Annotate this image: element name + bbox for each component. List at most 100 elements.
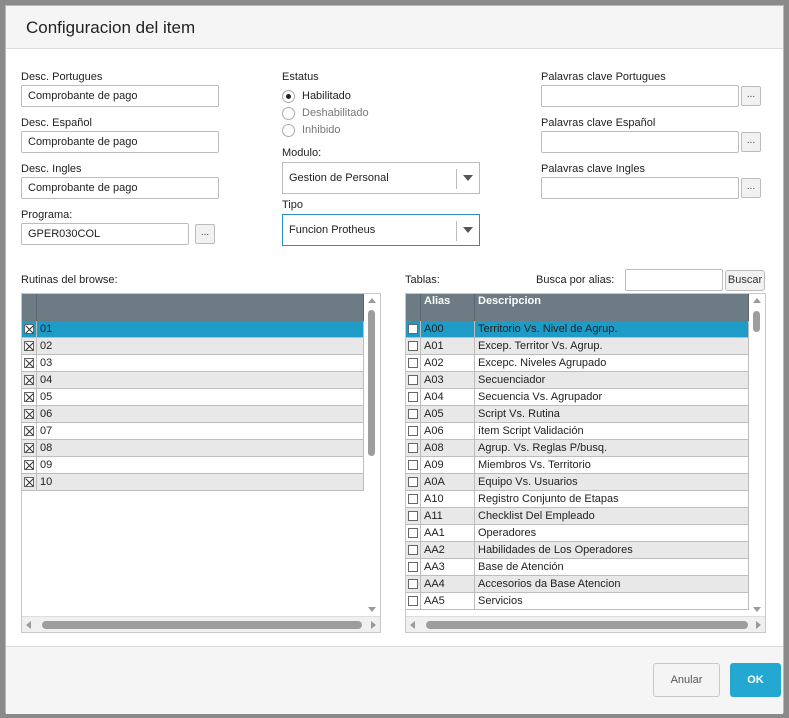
checkbox-cell[interactable] (406, 355, 421, 371)
table-row[interactable]: 02 (22, 338, 364, 355)
tablas-vertical-scrollbar[interactable] (749, 294, 765, 616)
checkbox-cell[interactable] (406, 389, 421, 405)
scroll-left-icon[interactable] (410, 621, 415, 629)
checkbox-cell[interactable] (406, 491, 421, 507)
row-checkbox[interactable] (408, 409, 418, 419)
table-row[interactable]: A08 Agrup. Vs. Reglas P/busq. (406, 440, 749, 457)
row-checkbox[interactable] (408, 443, 418, 453)
row-checkbox[interactable] (24, 341, 34, 351)
scroll-down-icon[interactable] (368, 607, 376, 612)
checkbox-cell[interactable] (406, 593, 421, 609)
checkbox-cell[interactable] (406, 525, 421, 541)
search-button[interactable]: Buscar (725, 270, 765, 291)
row-checkbox[interactable] (408, 358, 418, 368)
radio-inhibido[interactable]: Inhibido (282, 122, 341, 138)
table-row[interactable]: 03 (22, 355, 364, 372)
programa-field[interactable]: GPER030COL (21, 223, 189, 245)
desc-en-field[interactable]: Comprobante de pago (21, 177, 219, 199)
checkbox-cell[interactable] (406, 474, 421, 490)
checkbox-cell[interactable] (406, 372, 421, 388)
scrollbar-thumb[interactable] (368, 310, 375, 456)
row-checkbox[interactable] (408, 324, 418, 334)
checkbox-cell[interactable] (22, 338, 37, 354)
row-checkbox[interactable] (408, 511, 418, 521)
table-row[interactable]: A0A Equipo Vs. Usuarios (406, 474, 749, 491)
cancel-button[interactable]: Anular (653, 663, 720, 697)
scroll-up-icon[interactable] (368, 298, 376, 303)
table-row[interactable]: A11 Checklist Del Empleado (406, 508, 749, 525)
checkbox-cell[interactable] (406, 440, 421, 456)
row-checkbox[interactable] (24, 324, 34, 334)
modulo-select[interactable]: Gestion de Personal (282, 162, 480, 194)
row-checkbox[interactable] (24, 477, 34, 487)
row-checkbox[interactable] (24, 358, 34, 368)
row-checkbox[interactable] (24, 409, 34, 419)
table-row[interactable]: A05 Script Vs. Rutina (406, 406, 749, 423)
table-row[interactable]: 04 (22, 372, 364, 389)
checkbox-cell[interactable] (22, 457, 37, 473)
rutinas-vertical-scrollbar[interactable] (364, 294, 380, 616)
row-checkbox[interactable] (408, 375, 418, 385)
checkbox-cell[interactable] (406, 576, 421, 592)
table-row[interactable]: A10 Registro Conjunto de Etapas (406, 491, 749, 508)
column-header-descripcion[interactable]: Descripcion (475, 294, 749, 321)
table-row[interactable]: 08 (22, 440, 364, 457)
table-row[interactable]: 06 (22, 406, 364, 423)
scroll-down-icon[interactable] (753, 607, 761, 612)
row-checkbox[interactable] (24, 392, 34, 402)
kw-es-lookup-button[interactable]: ... (741, 132, 761, 152)
checkbox-cell[interactable] (22, 389, 37, 405)
table-row[interactable]: AA1 Operadores (406, 525, 749, 542)
scrollbar-thumb[interactable] (42, 621, 362, 629)
ok-button[interactable]: OK (730, 663, 781, 697)
checkbox-cell[interactable] (406, 559, 421, 575)
row-checkbox[interactable] (408, 477, 418, 487)
column-header-value[interactable] (37, 294, 364, 321)
table-row[interactable]: 10 (22, 474, 364, 491)
table-row[interactable]: 01 (22, 321, 364, 338)
checkbox-cell[interactable] (406, 542, 421, 558)
row-checkbox[interactable] (408, 494, 418, 504)
row-checkbox[interactable] (408, 596, 418, 606)
row-checkbox[interactable] (408, 528, 418, 538)
tipo-select[interactable]: Funcion Protheus (282, 214, 480, 246)
table-row[interactable]: A06 ítem Script Validación (406, 423, 749, 440)
scroll-right-icon[interactable] (756, 621, 761, 629)
table-row[interactable]: AA3 Base de Atención (406, 559, 749, 576)
radio-habilitado[interactable]: Habilitado (282, 88, 351, 104)
checkbox-cell[interactable] (406, 423, 421, 439)
kw-pt-field[interactable] (541, 85, 739, 107)
checkbox-cell[interactable] (406, 508, 421, 524)
column-header-check[interactable] (406, 294, 421, 321)
checkbox-cell[interactable] (22, 406, 37, 422)
radio-deshabilitado[interactable]: Deshabilitado (282, 105, 369, 121)
table-row[interactable]: 05 (22, 389, 364, 406)
row-checkbox[interactable] (408, 545, 418, 555)
scrollbar-thumb[interactable] (426, 621, 748, 629)
table-row[interactable]: A02 Excepc. Niveles Agrupado (406, 355, 749, 372)
checkbox-cell[interactable] (22, 321, 37, 337)
table-row[interactable]: AA4 Accesorios da Base Atencion (406, 576, 749, 593)
checkbox-cell[interactable] (406, 321, 421, 337)
checkbox-cell[interactable] (22, 440, 37, 456)
search-alias-input[interactable] (625, 269, 723, 291)
checkbox-cell[interactable] (406, 338, 421, 354)
rutinas-horizontal-scrollbar[interactable] (22, 616, 380, 632)
table-row[interactable]: A03 Secuenciador (406, 372, 749, 389)
kw-en-field[interactable] (541, 177, 739, 199)
tablas-horizontal-scrollbar[interactable] (406, 616, 765, 632)
row-checkbox[interactable] (24, 443, 34, 453)
row-checkbox[interactable] (24, 460, 34, 470)
kw-pt-lookup-button[interactable]: ... (741, 86, 761, 106)
kw-es-field[interactable] (541, 131, 739, 153)
checkbox-cell[interactable] (406, 406, 421, 422)
scroll-right-icon[interactable] (371, 621, 376, 629)
scroll-left-icon[interactable] (26, 621, 31, 629)
row-checkbox[interactable] (408, 562, 418, 572)
row-checkbox[interactable] (408, 341, 418, 351)
row-checkbox[interactable] (24, 375, 34, 385)
programa-lookup-button[interactable]: ... (195, 224, 215, 244)
row-checkbox[interactable] (408, 579, 418, 589)
table-row[interactable]: AA2 Habilidades de Los Operadores (406, 542, 749, 559)
scroll-up-icon[interactable] (753, 298, 761, 303)
